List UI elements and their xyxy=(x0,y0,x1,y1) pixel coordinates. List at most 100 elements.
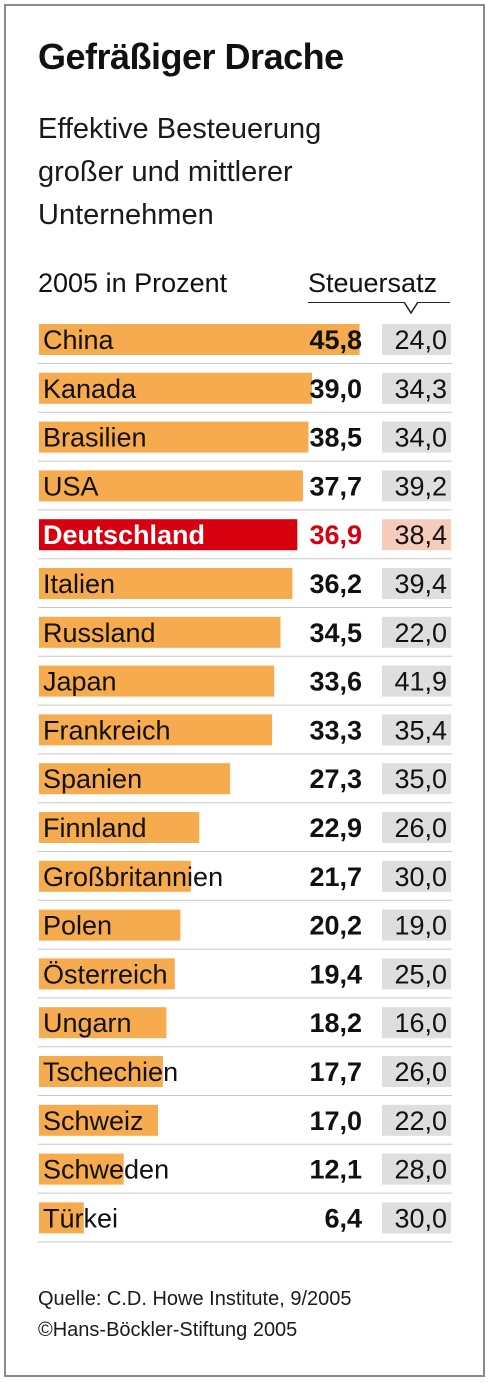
bar xyxy=(39,616,281,648)
bar xyxy=(39,470,303,502)
source-note: Quelle: C.D. Howe Institute, 9/2005 ©Han… xyxy=(38,1284,352,1346)
bar xyxy=(39,519,298,551)
tax-rate-label: 35,0 xyxy=(394,764,447,794)
tax-rate-box xyxy=(382,421,451,453)
tax-rate-label: 34,0 xyxy=(394,423,447,453)
bar xyxy=(39,665,275,697)
tax-rate-box xyxy=(382,1153,451,1185)
tax-rate-box xyxy=(382,860,451,892)
value-label: 38,5 xyxy=(309,423,362,453)
bar xyxy=(39,1153,124,1185)
bar xyxy=(39,714,273,746)
tax-rate-header-notch xyxy=(404,302,418,314)
bar xyxy=(39,763,231,795)
tax-rate-box xyxy=(382,1056,451,1087)
category-label: Brasilien xyxy=(43,423,147,453)
tax-rate-box xyxy=(382,470,451,502)
category-label: Schweiz xyxy=(43,1106,144,1136)
value-label: 22,9 xyxy=(309,813,362,843)
tax-rate-label: 26,0 xyxy=(394,1057,447,1087)
bar xyxy=(39,324,360,355)
tax-rate-label: 38,4 xyxy=(394,520,447,550)
copyright-line: ©Hans-Böckler-Stiftung 2005 xyxy=(38,1319,298,1341)
category-label: USA xyxy=(43,471,99,501)
value-label: 45,8 xyxy=(309,325,362,355)
category-label: China xyxy=(43,325,115,355)
tax-rate-box xyxy=(382,714,451,746)
value-label: 19,4 xyxy=(309,959,362,989)
tax-rate-box xyxy=(382,909,451,941)
chart-title: Gefräßiger Drache xyxy=(38,36,344,77)
category-label: Frankreich xyxy=(43,715,171,745)
category-label: Japan xyxy=(43,667,117,697)
tax-rate-header-rule xyxy=(308,302,450,303)
tax-rate-label: 28,0 xyxy=(394,1155,447,1185)
bar xyxy=(39,568,293,599)
category-label: Spanien xyxy=(43,764,142,794)
tax-rate-label: 25,0 xyxy=(394,959,447,989)
bar xyxy=(39,1202,84,1234)
category-label: Polen xyxy=(43,911,112,941)
bar xyxy=(39,909,181,941)
tax-rate-box xyxy=(382,568,451,599)
tax-rate-label: 19,0 xyxy=(394,911,447,941)
tax-rate-box xyxy=(382,763,451,795)
category-label: Italien xyxy=(43,569,115,599)
tax-rate-box xyxy=(382,665,451,697)
tax-rate-label: 16,0 xyxy=(394,1008,447,1038)
tax-rate-label: 30,0 xyxy=(394,862,447,892)
bar xyxy=(39,1056,163,1087)
value-label: 17,0 xyxy=(309,1106,362,1136)
tax-rate-box xyxy=(382,958,451,990)
value-label: 17,7 xyxy=(309,1057,362,1087)
bar xyxy=(39,421,309,453)
tax-rate-label: 22,0 xyxy=(394,618,447,648)
tax-rate-box xyxy=(382,1007,451,1039)
source-line: Quelle: C.D. Howe Institute, 9/2005 xyxy=(38,1288,352,1310)
category-label: Ungarn xyxy=(43,1008,132,1038)
tax-rate-box xyxy=(382,1202,451,1234)
value-label: 33,6 xyxy=(309,667,362,697)
tax-rate-box xyxy=(382,324,451,355)
bar xyxy=(39,372,312,404)
subtitle-line: Unternehmen xyxy=(38,199,214,231)
category-label: Deutschland xyxy=(43,520,205,550)
tax-rate-header: Steuersatz xyxy=(308,268,438,298)
value-label: 20,2 xyxy=(309,911,362,941)
value-label: 27,3 xyxy=(309,764,362,794)
category-label: Türkei xyxy=(43,1203,118,1233)
value-label: 39,0 xyxy=(309,374,362,404)
bar xyxy=(39,860,191,892)
tax-rate-box xyxy=(382,1104,451,1136)
bar xyxy=(39,1104,158,1136)
tax-rate-label: 39,2 xyxy=(394,471,447,501)
bar xyxy=(39,1007,167,1039)
tax-rate-box xyxy=(382,812,451,843)
category-label: Österreich xyxy=(43,959,168,989)
bar xyxy=(39,812,200,843)
tax-rate-label: 41,9 xyxy=(394,667,447,697)
chart-subtitle: Effektive Besteuerung großer und mittler… xyxy=(38,108,321,237)
value-label: 37,7 xyxy=(309,471,362,501)
value-label: 12,1 xyxy=(309,1155,362,1185)
value-label: 21,7 xyxy=(309,862,362,892)
category-label: Finnland xyxy=(43,813,147,843)
value-label: 6,4 xyxy=(324,1203,362,1233)
unit-label: 2005 in Prozent xyxy=(38,268,228,298)
value-label: 33,3 xyxy=(309,715,362,745)
category-label: Großbritannien xyxy=(43,862,223,892)
category-label: Schweden xyxy=(43,1155,169,1185)
tax-rate-label: 24,0 xyxy=(394,325,447,355)
category-label: Kanada xyxy=(43,374,137,404)
tax-rate-label: 35,4 xyxy=(394,715,447,745)
value-label: 18,2 xyxy=(309,1008,362,1038)
tax-rate-label: 39,4 xyxy=(394,569,447,599)
tax-rate-label: 26,0 xyxy=(394,813,447,843)
tax-rate-label: 30,0 xyxy=(394,1203,447,1233)
value-label: 36,9 xyxy=(309,520,362,550)
category-label: Russland xyxy=(43,618,156,648)
subtitle-line: großer und mittlerer xyxy=(38,156,293,188)
category-label: Tschechien xyxy=(43,1057,178,1087)
tax-rate-label: 22,0 xyxy=(394,1106,447,1136)
